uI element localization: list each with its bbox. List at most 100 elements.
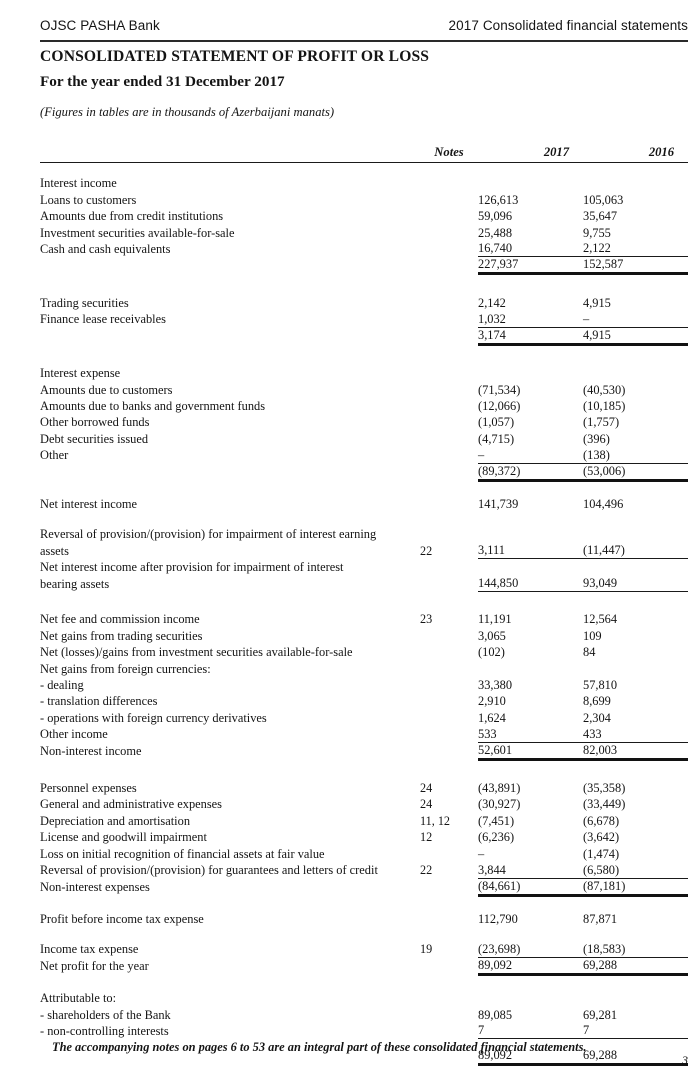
row-notes	[420, 191, 478, 207]
row-notes	[420, 644, 478, 660]
row-notes: 22	[420, 863, 433, 877]
row-value-2016: (6,580)	[583, 861, 688, 879]
section-heading-label: Interest expense	[40, 366, 121, 381]
row-value-2016: (396)	[583, 431, 610, 446]
row-value-2016: 4,915	[583, 295, 611, 310]
row-label: Amounts due to customers	[40, 382, 173, 397]
subtotal-value-2016: 152,587	[583, 256, 688, 276]
row-value-2017: 141,739	[478, 496, 519, 511]
row-value-2016: (10,185)	[583, 398, 626, 413]
spacer	[40, 895, 688, 911]
subtotal-label	[40, 327, 420, 344]
row-notes: 12	[420, 830, 433, 845]
row-value-2016: (40,530)	[583, 382, 626, 397]
row-notes	[420, 709, 478, 725]
col-header-year-2017: 2017	[543, 145, 569, 159]
row-notes: 22	[420, 543, 433, 558]
row-value-2017: (30,927)	[478, 797, 521, 812]
row-value-2016: 2,304	[583, 710, 611, 725]
row-value-2016: 12,564	[583, 612, 618, 627]
row-notes	[420, 1023, 478, 1039]
row-label: Loans to customers	[40, 192, 137, 207]
row-notes	[420, 957, 478, 974]
row-label: - dealing	[40, 677, 84, 692]
row-value-2017: (4,715)	[478, 431, 515, 446]
provision-interest-earning-line1: Reversal of provision/(provision) for im…	[40, 526, 688, 542]
spacer	[40, 344, 688, 365]
row-value-2017: (1,057)	[478, 415, 515, 430]
row-value-2017: 16,740	[478, 240, 583, 258]
table-row: Net gains from trading securities 3,065 …	[40, 627, 688, 643]
row-notes	[420, 241, 478, 257]
row-value-2017: (7,451)	[478, 813, 515, 828]
row-label: - non-controlling interests	[40, 1023, 169, 1038]
footer-note: The accompanying notes on pages 6 to 53 …	[52, 1040, 587, 1054]
row-label: - translation differences	[40, 694, 158, 709]
row-notes: 24	[420, 797, 433, 812]
row-value-2016: 69,281	[583, 1007, 618, 1022]
row-value-2017: 25,488	[478, 225, 513, 240]
statement-title: CONSOLIDATED STATEMENT OF PROFIT OR LOSS	[40, 48, 430, 65]
row-label: Amounts due to banks and government fund…	[40, 398, 266, 413]
section-heading-interest-expense: Interest expense	[40, 365, 688, 381]
table-row: - non-controlling interests 7 7	[40, 1022, 688, 1040]
col-header-label	[40, 145, 420, 163]
header-entity-name: OJSC PASHA Bank	[40, 18, 160, 33]
row-value-2016: 57,810	[583, 677, 618, 692]
subtotal-value-2016: 82,003	[583, 742, 688, 761]
spacer	[40, 592, 688, 612]
row-value-2016: 35,647	[583, 209, 618, 224]
row-value-2017: 1,624	[478, 710, 506, 725]
row-label: Reversal of provision/(provision) for gu…	[40, 863, 378, 877]
section-heading-attributable: Attributable to:	[40, 990, 688, 1006]
subtotal-row-other-interest-income: 3,174 4,915	[40, 327, 688, 346]
table-row: Amounts due to banks and government fund…	[40, 398, 688, 414]
spacer	[40, 166, 688, 175]
row-value-2016: 9,755	[583, 225, 611, 240]
row-notes	[420, 430, 478, 446]
row-value-2017: 11,191	[478, 612, 512, 627]
row-value-2017: 3,111	[478, 542, 583, 560]
row-value-2016: 7	[583, 1022, 688, 1040]
subtotal-value-2016: 69,288	[583, 1048, 688, 1067]
row-value-2017: 533	[478, 725, 583, 743]
row-label: License and goodwill impairment	[40, 830, 207, 845]
col-header-year-2016: 2016	[648, 145, 674, 159]
section-heading-label: Attributable to:	[40, 991, 117, 1006]
row-label: Profit before income tax expense	[40, 911, 204, 926]
row-label: Net gains from foreign currencies:	[40, 661, 211, 676]
row-value-2016: (35,358)	[583, 781, 626, 796]
row-notes	[420, 311, 478, 327]
row-value-2016: 8,699	[583, 694, 611, 709]
row-value-2017: 144,850	[478, 575, 583, 593]
row-notes	[420, 208, 478, 224]
row-value-2017: (43,891)	[478, 781, 521, 796]
net-interest-income-row: Net interest income 141,739 104,496	[40, 496, 688, 512]
row-label-line1: Net interest income after provision for …	[40, 560, 344, 575]
subtotal-value-2016: (53,006)	[583, 463, 688, 482]
row-notes	[420, 575, 478, 591]
table-row: - operations with foreign currency deriv…	[40, 709, 688, 725]
row-label: Net fee and commission income	[40, 612, 200, 627]
row-label: - operations with foreign currency deriv…	[40, 710, 267, 725]
row-label: Other borrowed funds	[40, 415, 150, 430]
row-value-2017: –	[478, 846, 485, 861]
row-notes: 23	[420, 612, 433, 627]
row-label: Investment securities available-for-sale	[40, 225, 235, 240]
row-label: Depreciation and amortisation	[40, 813, 191, 828]
row-value-2017: 112,790	[478, 911, 518, 926]
row-value-2016: (18,583)	[583, 940, 688, 958]
table-row: Other – (138)	[40, 446, 688, 464]
table-row: Other income 533 433	[40, 725, 688, 743]
row-value-2017: 3,065	[478, 628, 506, 643]
subtotal-value-2016: (87,181)	[583, 878, 688, 897]
table-row: Finance lease receivables 1,032 –	[40, 310, 688, 328]
row-notes	[420, 398, 478, 414]
table-row: Net (losses)/gains from investment secur…	[40, 644, 688, 660]
row-notes	[420, 726, 478, 742]
table-row: Cash and cash equivalents 16,740 2,122	[40, 240, 688, 258]
row-value-2016: 109	[583, 628, 602, 643]
row-value-2016: 93,049	[583, 575, 688, 593]
subtotal-label	[40, 463, 420, 480]
